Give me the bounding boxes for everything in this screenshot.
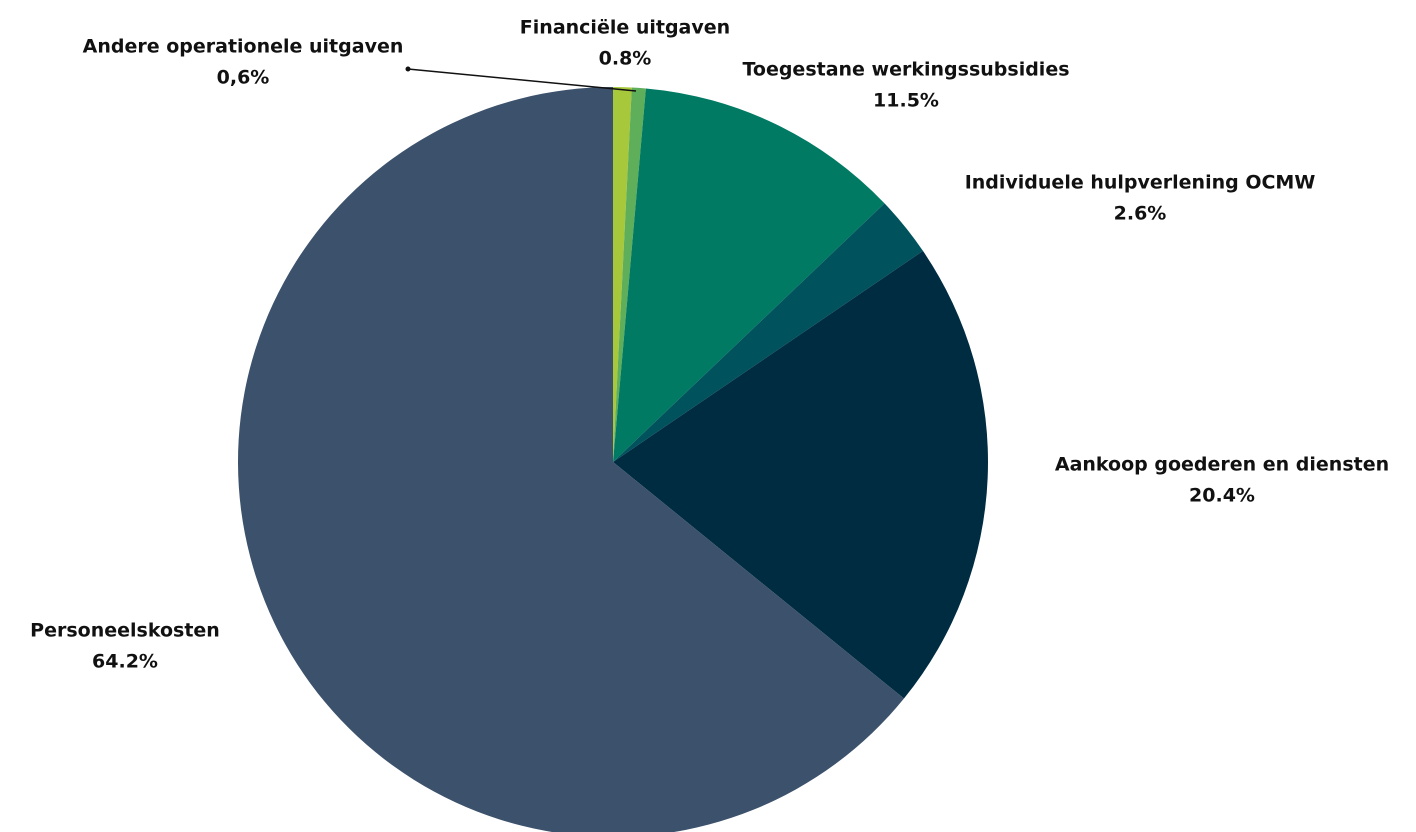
slice-label: Personeelskosten <box>30 620 220 642</box>
pie-slice <box>613 87 646 463</box>
slice-value-label: 0.8% <box>599 48 652 70</box>
slice-value-label: 2.6% <box>1114 203 1167 225</box>
pie-slice <box>613 87 632 462</box>
slice-label: Andere operationele uitgaven <box>83 36 404 58</box>
pie-slice <box>238 87 904 832</box>
slice-value-label: 0,6% <box>217 67 270 89</box>
slices <box>238 87 989 832</box>
leader-line <box>407 68 637 92</box>
pie-slice <box>613 88 885 462</box>
slice-label: Aankoop goederen en diensten <box>1055 454 1389 476</box>
pie-slice <box>613 250 989 699</box>
slice-value-label: 20.4% <box>1189 485 1255 507</box>
slice-label: Individuele hulpverlening OCMW <box>965 172 1316 194</box>
slice-value-label: 64.2% <box>92 651 158 673</box>
pie-slice <box>613 203 923 462</box>
slice-label: Financiële uitgaven <box>520 17 730 39</box>
slice-label: Toegestane werkingssubsidies <box>742 59 1069 81</box>
leader-dot <box>405 66 411 72</box>
slice-value-label: 11.5% <box>873 90 939 112</box>
